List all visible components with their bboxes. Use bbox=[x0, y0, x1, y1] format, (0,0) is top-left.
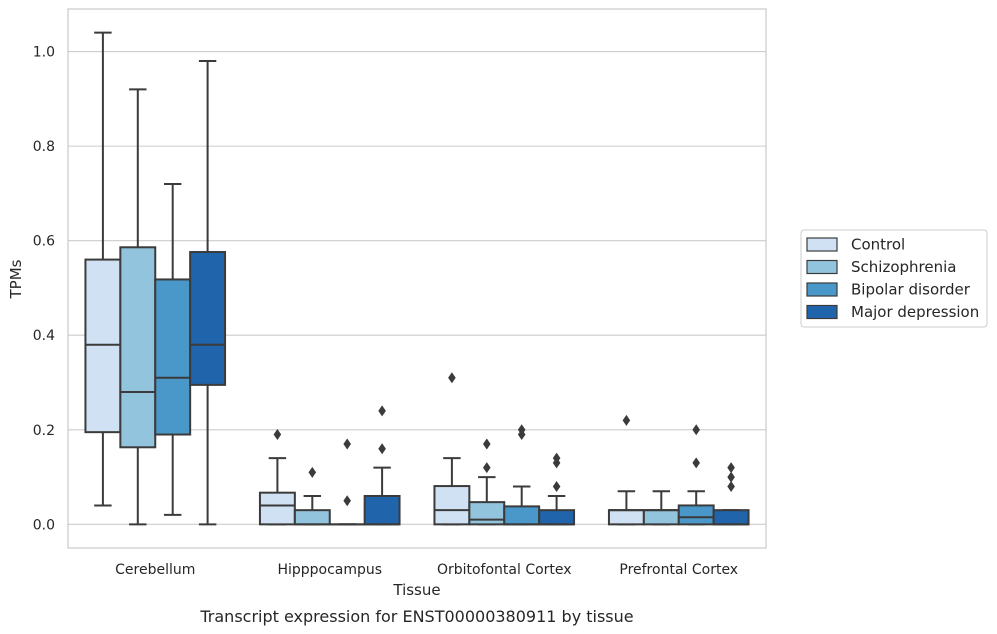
x-tick-label: Hipppocampus bbox=[277, 562, 382, 578]
box-bipolar-disorder bbox=[503, 424, 541, 526]
y-tick-label: 0.6 bbox=[33, 234, 55, 250]
y-tick-label: 0.8 bbox=[33, 139, 55, 155]
chart-caption: Transcript expression for ENST0000038091… bbox=[199, 607, 633, 626]
outlier-point bbox=[483, 438, 491, 450]
box-schizophrenia bbox=[119, 88, 157, 526]
box-iqr bbox=[258, 491, 296, 526]
x-axis-ticks: Cerebellum Hipppocampus Orbitofontal Corte… bbox=[115, 562, 738, 578]
box-control bbox=[84, 31, 122, 507]
outlier-point bbox=[727, 481, 735, 493]
legend-label: Control bbox=[851, 236, 905, 254]
outlier-point bbox=[343, 438, 351, 450]
outlier-point bbox=[448, 372, 456, 384]
legend-label: Schizophrenia bbox=[851, 258, 956, 276]
x-tick-label: Orbitofontal Cortex bbox=[437, 562, 572, 578]
box-iqr bbox=[189, 251, 227, 386]
outlier-point bbox=[378, 443, 386, 455]
x-tick-label: Prefrontal Cortex bbox=[619, 562, 738, 578]
legend-swatch bbox=[806, 282, 838, 297]
outlier-point bbox=[552, 481, 561, 493]
y-axis-ticks: 0.0 0.2 0.4 0.6 0.8 1.0 bbox=[33, 45, 55, 534]
box-iqr bbox=[503, 505, 541, 526]
x-tick-label: Cerebellum bbox=[115, 562, 195, 578]
outlier-point bbox=[483, 462, 491, 474]
legend-swatch bbox=[806, 304, 838, 320]
box-iqr bbox=[538, 509, 576, 526]
y-tick-label: 0.4 bbox=[33, 328, 55, 344]
box-bipolar-disorder bbox=[677, 424, 715, 526]
legend-frame bbox=[800, 229, 988, 328]
box-major-depression bbox=[538, 452, 576, 526]
box-schizophrenia bbox=[293, 466, 331, 526]
plot-frame bbox=[67, 8, 767, 549]
legend-label: Bipolar disorder bbox=[851, 281, 971, 299]
plot-area bbox=[84, 31, 750, 526]
outlier-point bbox=[622, 414, 631, 426]
box-control bbox=[607, 414, 645, 526]
box-bipolar-disorder bbox=[328, 438, 366, 526]
legend-swatch bbox=[806, 237, 838, 252]
box-schizophrenia bbox=[468, 438, 506, 526]
box-iqr bbox=[84, 258, 122, 434]
legend: Control Schizophrenia Bipolar disorder Majo… bbox=[800, 229, 988, 328]
box-control bbox=[433, 372, 471, 526]
box-control bbox=[258, 429, 296, 526]
box-iqr bbox=[468, 501, 506, 526]
box-schizophrenia bbox=[642, 490, 680, 526]
y-tick-label: 0.2 bbox=[33, 423, 55, 439]
box-iqr bbox=[293, 509, 331, 526]
outlier-point bbox=[692, 424, 700, 436]
outlier-point bbox=[727, 471, 735, 483]
box-iqr bbox=[119, 246, 157, 449]
box-iqr bbox=[607, 509, 645, 526]
y-tick-label: 1.0 bbox=[33, 45, 55, 61]
outlier-point bbox=[308, 466, 317, 478]
outlier-point bbox=[273, 429, 282, 441]
outlier-point bbox=[552, 452, 561, 464]
legend-swatch bbox=[806, 259, 838, 275]
legend-label: Major depression bbox=[851, 303, 979, 321]
box-iqr bbox=[677, 504, 715, 526]
box-major-depression bbox=[189, 60, 227, 526]
outlier-point bbox=[692, 457, 700, 469]
box-iqr bbox=[642, 509, 680, 526]
outlier-point bbox=[517, 424, 526, 436]
box-major-depression bbox=[712, 462, 750, 526]
x-axis-label: Tissue bbox=[392, 581, 440, 599]
y-tick-label: 0.0 bbox=[33, 517, 55, 533]
outlier-point bbox=[378, 405, 386, 417]
box-bipolar-disorder bbox=[154, 182, 192, 516]
box-iqr bbox=[154, 278, 192, 436]
box-iqr bbox=[433, 485, 471, 526]
y-axis-label: TPMs bbox=[7, 259, 25, 299]
box-iqr bbox=[712, 509, 750, 526]
box-iqr bbox=[363, 494, 401, 526]
box-major-depression bbox=[363, 405, 401, 526]
outlier-point bbox=[727, 462, 735, 474]
outlier-point bbox=[343, 495, 351, 507]
